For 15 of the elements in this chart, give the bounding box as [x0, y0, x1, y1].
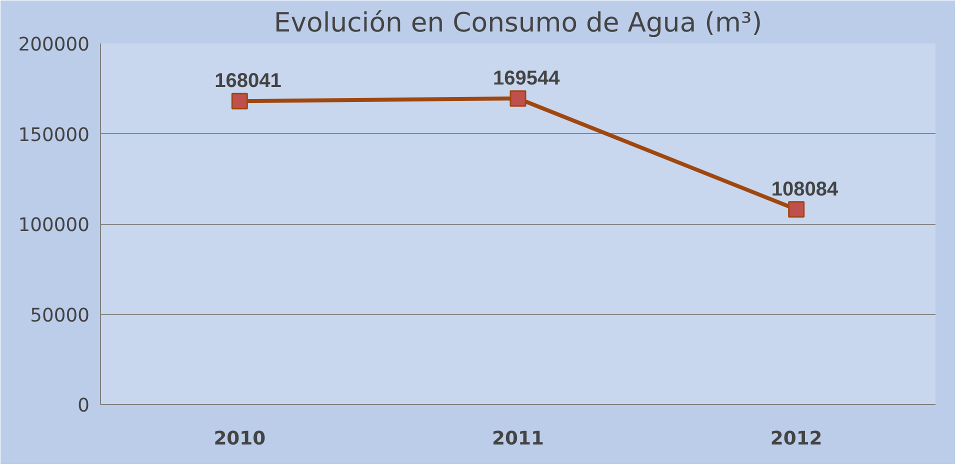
data-label: 169544: [493, 67, 561, 90]
y-tick-label: 100000: [18, 215, 90, 236]
data-label: 168041: [214, 70, 282, 92]
x-tick-label: 2011: [492, 428, 544, 450]
point: [788, 201, 805, 218]
y-tick-label: 0: [78, 396, 90, 416]
point: [231, 92, 248, 110]
y-tick-label: 200000: [18, 34, 90, 56]
data-label: 108084: [771, 178, 839, 200]
point: [510, 90, 526, 107]
y-tick-label: 150000: [18, 124, 90, 146]
x-tick-label: 2012: [770, 428, 822, 450]
y-tick-label: 50000: [30, 305, 90, 326]
chart-title: Evolución en Consumo de Agua (m³): [274, 8, 762, 38]
x-tick-label: 2010: [214, 428, 266, 450]
